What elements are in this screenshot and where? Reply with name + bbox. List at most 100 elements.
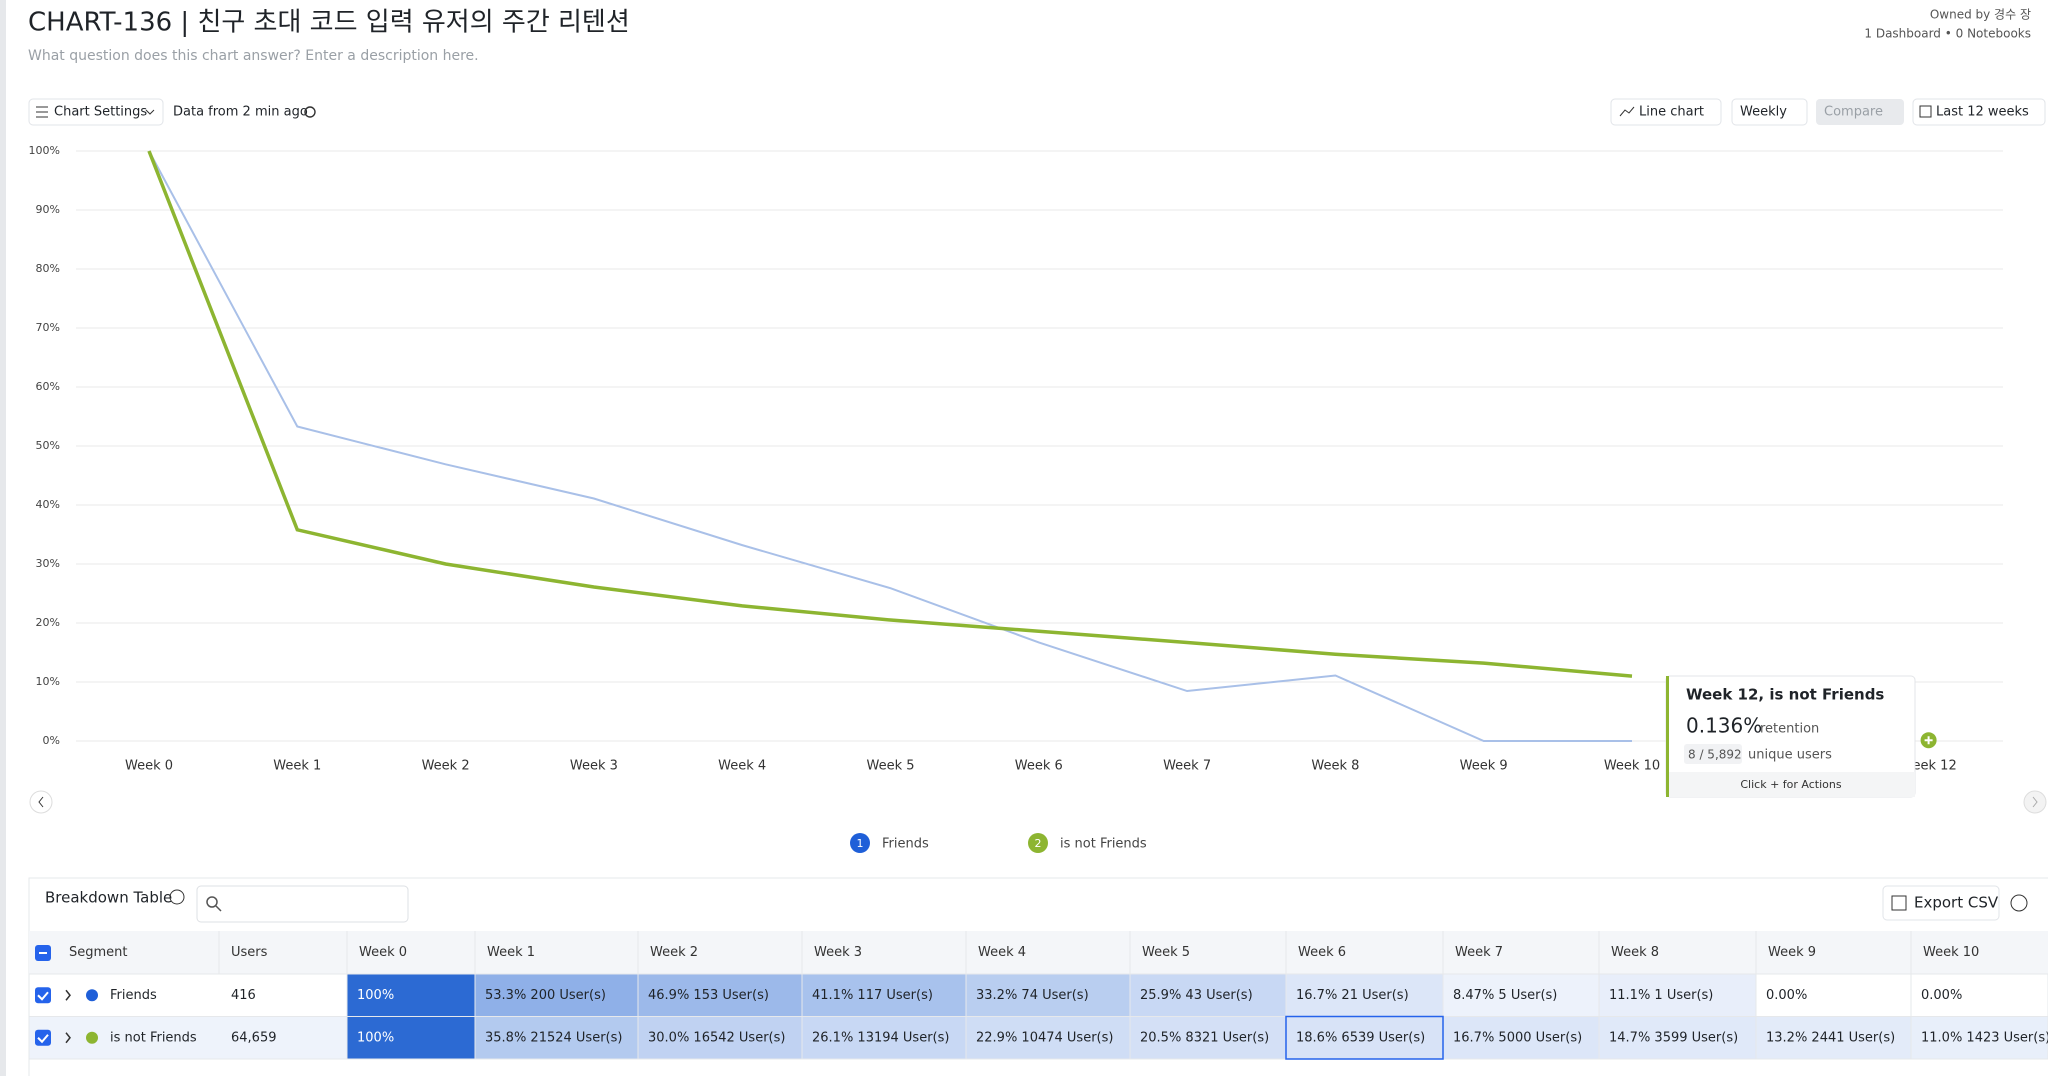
cell-text: 46.9% 153 User(s)	[648, 988, 769, 1003]
column-header: Week 8	[1611, 945, 1659, 960]
x-tick-label: Week 2	[422, 759, 470, 774]
legend-badge[interactable]	[1028, 833, 1048, 853]
heat-cell	[965, 1016, 1131, 1060]
x-tick-label: Week 5	[866, 759, 914, 774]
range-button[interactable]	[1912, 98, 2046, 126]
cell-text: 53.3% 200 User(s)	[485, 988, 606, 1003]
cell-text: 8.47% 5 User(s)	[1453, 988, 1557, 1003]
column-header: Week 7	[1455, 945, 1503, 960]
info-icon[interactable]	[169, 889, 185, 905]
settings-icon	[36, 106, 48, 118]
next-button[interactable]	[2023, 790, 2047, 814]
series-line	[148, 150, 1632, 742]
cell-text: 11.0% 1423 User(s)	[1921, 1030, 2048, 1045]
prev-button[interactable]	[29, 790, 53, 814]
export[interactable]: Export CSV	[1914, 894, 1999, 912]
y-tick-label: 70%	[36, 321, 60, 334]
heat-cell	[1910, 1016, 2048, 1060]
cell-text: 100%	[357, 1030, 394, 1045]
x-tick-label: Week 9	[1460, 759, 1508, 774]
plus-icon[interactable]	[1924, 736, 1933, 745]
next-icon	[2032, 796, 2038, 808]
interval[interactable]: Weekly	[1740, 105, 1787, 120]
interval-button[interactable]	[1731, 98, 1808, 126]
legend-label[interactable]: Friends	[882, 837, 929, 852]
heat-cell	[965, 973, 1131, 1017]
search-icon	[206, 896, 218, 908]
check-icon	[37, 991, 49, 1001]
users: 64,659	[231, 1030, 277, 1045]
cell-text: 20.5% 8321 User(s)	[1140, 1030, 1269, 1045]
owner: Owned by 경수 장	[1930, 8, 2031, 22]
cell-text: 11.1% 1 User(s)	[1609, 988, 1713, 1003]
heat-cell	[1910, 973, 2048, 1017]
tooltip-action: Click + for Actions	[1740, 778, 1841, 791]
cell-text: 14.7% 3599 User(s)	[1609, 1030, 1738, 1045]
row-checkbox[interactable]	[35, 1029, 51, 1046]
column-header: Segment	[69, 945, 128, 960]
heat-cell	[346, 1016, 476, 1060]
description[interactable]: What question does this chart answer? En…	[28, 48, 479, 64]
heat-cell	[346, 973, 476, 1017]
cell-text: 30.0% 16542 User(s)	[648, 1030, 785, 1045]
selected-cell	[1285, 1015, 1444, 1060]
y-tick-label: 100%	[29, 144, 60, 157]
column-header: Week 4	[978, 945, 1026, 960]
export-icon	[1891, 895, 1907, 911]
cell-text: 35.8% 21524 User(s)	[485, 1030, 622, 1045]
export-info-icon[interactable]	[2010, 894, 2028, 912]
column-header: Week 10	[1923, 945, 1979, 960]
x-tick-label: Week 4	[718, 759, 766, 774]
heat-cell	[1442, 973, 1600, 1017]
cell-text: 22.9% 10474 User(s)	[976, 1030, 1113, 1045]
compare-button[interactable]	[1816, 99, 1904, 125]
x-tick-label: Week 3	[570, 759, 618, 774]
x-tick-label: Week 0	[125, 759, 173, 774]
segment-dot	[86, 1031, 98, 1044]
y-tick-label: 90%	[36, 203, 60, 216]
range[interactable]: Last 12 weeks	[1936, 105, 2029, 120]
heat-cell	[1598, 973, 1757, 1017]
tooltip-value-caption: retention	[1760, 722, 1819, 737]
cell-text: 25.9% 43 User(s)	[1140, 988, 1253, 1003]
heat-cell	[1285, 973, 1444, 1017]
legend-label[interactable]: is not Friends	[1060, 837, 1147, 852]
chart-type-button[interactable]	[1610, 98, 1722, 126]
cell-text: 100%	[357, 988, 394, 1003]
expand-icon[interactable]	[65, 1032, 71, 1044]
tooltip-users-bg	[1684, 744, 1742, 764]
export-button[interactable]	[1882, 885, 2000, 921]
heat-cell	[474, 1016, 639, 1060]
tooltip-value: 0.136%	[1686, 714, 1762, 738]
legend-badge[interactable]	[850, 833, 870, 853]
row-checkbox[interactable]	[35, 987, 51, 1004]
tooltip-footer	[1669, 772, 1915, 797]
column-header: Week 2	[650, 945, 698, 960]
column-header: Week 9	[1768, 945, 1816, 960]
segment-dot	[86, 989, 98, 1002]
y-tick-label: 0%	[43, 734, 60, 747]
tooltip-accent	[1666, 676, 1669, 797]
meta: 1 Dashboard • 0 Notebooks	[1864, 27, 2031, 41]
y-tick-label: 40%	[36, 498, 60, 511]
chart-settings-button[interactable]	[28, 98, 164, 126]
search-icon-handle	[215, 905, 222, 912]
chart-settings[interactable]: Chart Settings	[54, 105, 147, 120]
column-header: Users	[231, 945, 268, 960]
chart-type[interactable]: Line chart	[1639, 105, 1704, 120]
expand-icon[interactable]	[65, 989, 71, 1001]
x-tick-label: Week 6	[1015, 759, 1063, 774]
search-box[interactable]	[196, 885, 409, 923]
refresh-icon[interactable]	[304, 106, 316, 118]
heat-cell	[637, 973, 803, 1017]
segment-name: Friends	[110, 988, 157, 1003]
compare[interactable]: Compare	[1824, 105, 1883, 120]
cell-text: 13.2% 2441 User(s)	[1766, 1030, 1895, 1045]
column-header: Week 1	[487, 945, 535, 960]
legend-badge-number: 1	[857, 837, 864, 850]
table-header	[29, 931, 2048, 974]
cell-text: 16.7% 5000 User(s)	[1453, 1030, 1582, 1045]
prev-icon	[38, 796, 44, 808]
